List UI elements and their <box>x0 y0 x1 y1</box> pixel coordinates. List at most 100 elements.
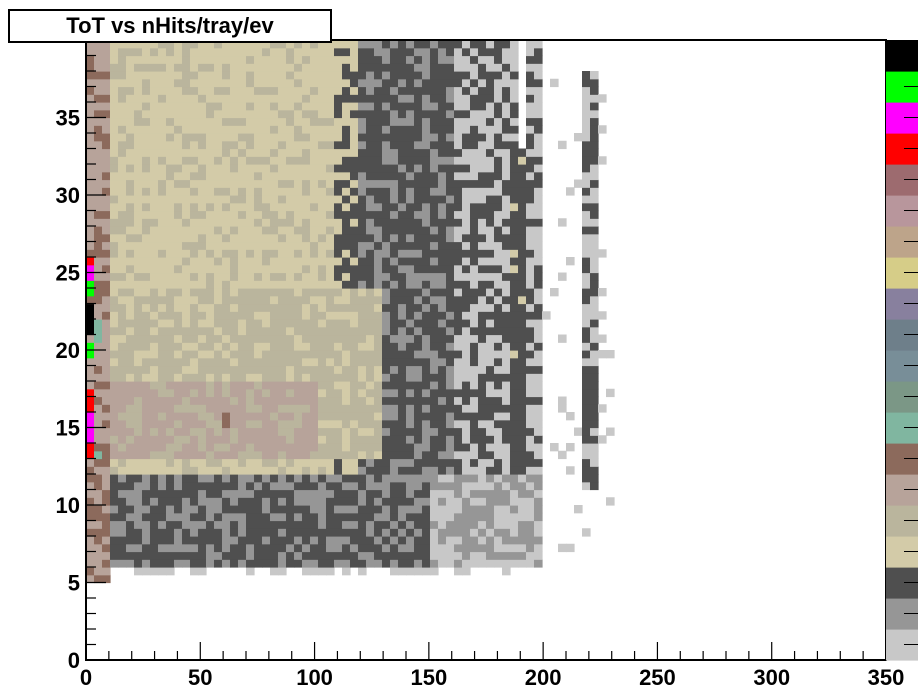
heatmap-cell <box>318 419 327 429</box>
heatmap-cell <box>278 458 287 467</box>
heatmap-cell <box>174 295 183 305</box>
heatmap-cell <box>534 350 543 359</box>
heatmap-cell <box>390 497 399 506</box>
heatmap-cell <box>206 233 215 243</box>
heatmap-cell <box>366 311 375 320</box>
heatmap-cell <box>518 443 527 452</box>
heatmap-cell <box>142 435 151 444</box>
heatmap-cell <box>502 450 511 460</box>
heatmap-cell <box>230 466 239 475</box>
heatmap-cell <box>278 40 287 49</box>
heatmap-cell <box>510 210 519 219</box>
heatmap-cell <box>158 94 167 103</box>
heatmap-cell <box>150 319 159 328</box>
heatmap-cell <box>422 381 431 390</box>
heatmap-cell <box>454 202 463 212</box>
heatmap-cell <box>526 396 535 405</box>
heatmap-cell <box>406 334 415 343</box>
heatmap-cell <box>334 241 343 250</box>
heatmap-cell <box>262 202 271 212</box>
heatmap-cell <box>222 373 231 382</box>
heatmap-cell <box>310 171 319 181</box>
heatmap-cell <box>254 233 263 243</box>
heatmap-cell <box>414 474 423 483</box>
y-tick-label: 30 <box>56 183 80 208</box>
heatmap-cell <box>494 326 503 336</box>
heatmap-cell <box>590 334 599 343</box>
heatmap-cell <box>230 388 239 398</box>
heatmap-cell <box>486 419 495 429</box>
heatmap-cell <box>366 466 375 475</box>
heatmap-cell <box>134 47 143 57</box>
heatmap-cell <box>174 164 183 173</box>
heatmap-cell <box>142 458 151 467</box>
heatmap-cell <box>590 396 599 405</box>
heatmap-cell <box>214 264 223 274</box>
heatmap-cell <box>446 311 455 320</box>
heatmap-cell <box>526 156 535 165</box>
heatmap-cell <box>406 458 415 467</box>
heatmap-cell <box>94 71 103 80</box>
heatmap-cell <box>238 303 247 312</box>
heatmap-cell <box>518 489 527 498</box>
heatmap-cell <box>430 140 439 150</box>
heatmap-cell <box>462 497 471 506</box>
heatmap-cell <box>262 559 271 568</box>
heatmap-cell <box>590 373 599 382</box>
heatmap-cell <box>462 388 471 398</box>
heatmap-cell <box>142 543 151 553</box>
heatmap-cell <box>222 179 231 188</box>
heatmap-cell <box>286 319 295 328</box>
heatmap-cell <box>582 280 591 289</box>
heatmap-cell <box>582 357 591 367</box>
heatmap-cell <box>310 94 319 103</box>
heatmap-cell <box>262 412 271 421</box>
heatmap-cell <box>438 78 447 88</box>
heatmap-cell <box>334 109 343 119</box>
heatmap-cell <box>406 195 415 204</box>
heatmap-cell <box>118 109 127 119</box>
heatmap-cell <box>414 63 423 72</box>
heatmap-cell <box>518 295 527 305</box>
heatmap-cell <box>158 210 167 219</box>
heatmap-cell <box>462 528 471 537</box>
heatmap-cell <box>118 419 127 429</box>
heatmap-cell <box>454 226 463 235</box>
heatmap-cell <box>294 512 303 522</box>
heatmap-cell <box>454 427 463 436</box>
heatmap-cell <box>222 450 231 460</box>
heatmap-cell <box>286 257 295 266</box>
heatmap-cell <box>326 520 335 529</box>
heatmap-cell <box>310 125 319 134</box>
heatmap-cell <box>406 559 415 568</box>
heatmap-cell <box>102 474 111 483</box>
heatmap-cell <box>398 71 407 80</box>
heatmap-cell <box>102 458 111 467</box>
heatmap-cell <box>502 156 511 165</box>
heatmap-cell <box>86 218 95 227</box>
heatmap-cell <box>110 241 119 250</box>
heatmap-cell <box>366 63 375 72</box>
heatmap-cell <box>310 435 319 444</box>
heatmap-cell <box>166 381 175 390</box>
heatmap-cell <box>246 497 255 506</box>
heatmap-cell <box>374 71 383 80</box>
heatmap-cell <box>462 78 471 88</box>
heatmap-cell <box>534 156 543 165</box>
heatmap-cell <box>142 326 151 336</box>
heatmap-cell <box>582 78 591 88</box>
heatmap-cell <box>174 357 183 367</box>
heatmap-cell <box>206 117 215 126</box>
heatmap-cell <box>270 71 279 80</box>
heatmap-cell <box>382 303 391 312</box>
heatmap-cell <box>350 381 359 390</box>
heatmap-cell <box>438 481 447 491</box>
heatmap-cell <box>358 303 367 312</box>
heatmap-cell <box>582 102 591 111</box>
heatmap-cell <box>110 249 119 258</box>
heatmap-cell <box>422 78 431 88</box>
heatmap-cell <box>262 334 271 343</box>
heatmap-cell <box>510 148 519 157</box>
heatmap-cell <box>286 474 295 483</box>
heatmap-cell <box>358 63 367 72</box>
